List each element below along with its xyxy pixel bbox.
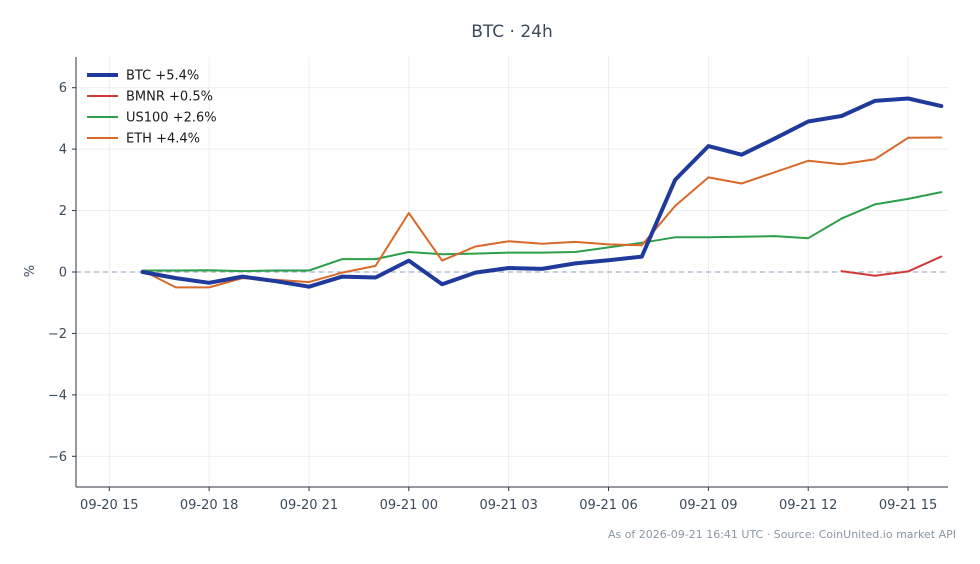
x-tick-label: 09-21 00	[380, 498, 438, 513]
x-tick-label: 09-21 09	[679, 498, 737, 513]
x-ticks: 09-20 15 09-20 18 09-20 21 09-21 00 09-21 03…	[80, 487, 937, 513]
y-tick-label: 4	[59, 143, 67, 158]
x-tick-label: 09-21 12	[779, 498, 837, 513]
chart-title: BTC · 24h	[471, 22, 553, 42]
footer-source: As of 2026-09-21 16:41 UTC · Source: Coi…	[608, 528, 956, 541]
y-tick-label: 2	[59, 204, 67, 219]
legend-label: US100 +2.6%	[126, 111, 217, 126]
x-tick-label: 09-21 15	[879, 498, 937, 513]
x-tick-label: 09-21 03	[479, 498, 537, 513]
x-tick-label: 09-20 18	[180, 498, 238, 513]
legend-label: ETH +4.4%	[126, 132, 200, 147]
legend-label: BMNR +0.5%	[126, 90, 213, 105]
y-tick-label: −2	[48, 327, 67, 342]
series-group	[140, 96, 944, 289]
x-tick-label: 09-20 15	[80, 498, 138, 513]
legend-label: BTC +5.4%	[126, 69, 199, 84]
x-tick-label: 09-20 21	[280, 498, 338, 513]
series-line-0	[140, 96, 944, 289]
y-ticks: 6 4 2 0 −2 −4 −6	[48, 81, 76, 465]
legend: BTC +5.4% BMNR +0.5% US100 +2.6% ETH +4.4%	[87, 69, 217, 147]
y-axis-label: %	[23, 265, 38, 277]
x-tick-label: 09-21 06	[579, 498, 637, 513]
series-line-1	[840, 255, 943, 277]
y-tick-label: 0	[59, 266, 67, 281]
y-tick-label: 6	[59, 81, 67, 96]
y-tick-label: −6	[48, 450, 67, 465]
y-tick-label: −4	[48, 388, 67, 403]
series-line-3	[141, 136, 943, 289]
series-line-2	[141, 191, 943, 273]
